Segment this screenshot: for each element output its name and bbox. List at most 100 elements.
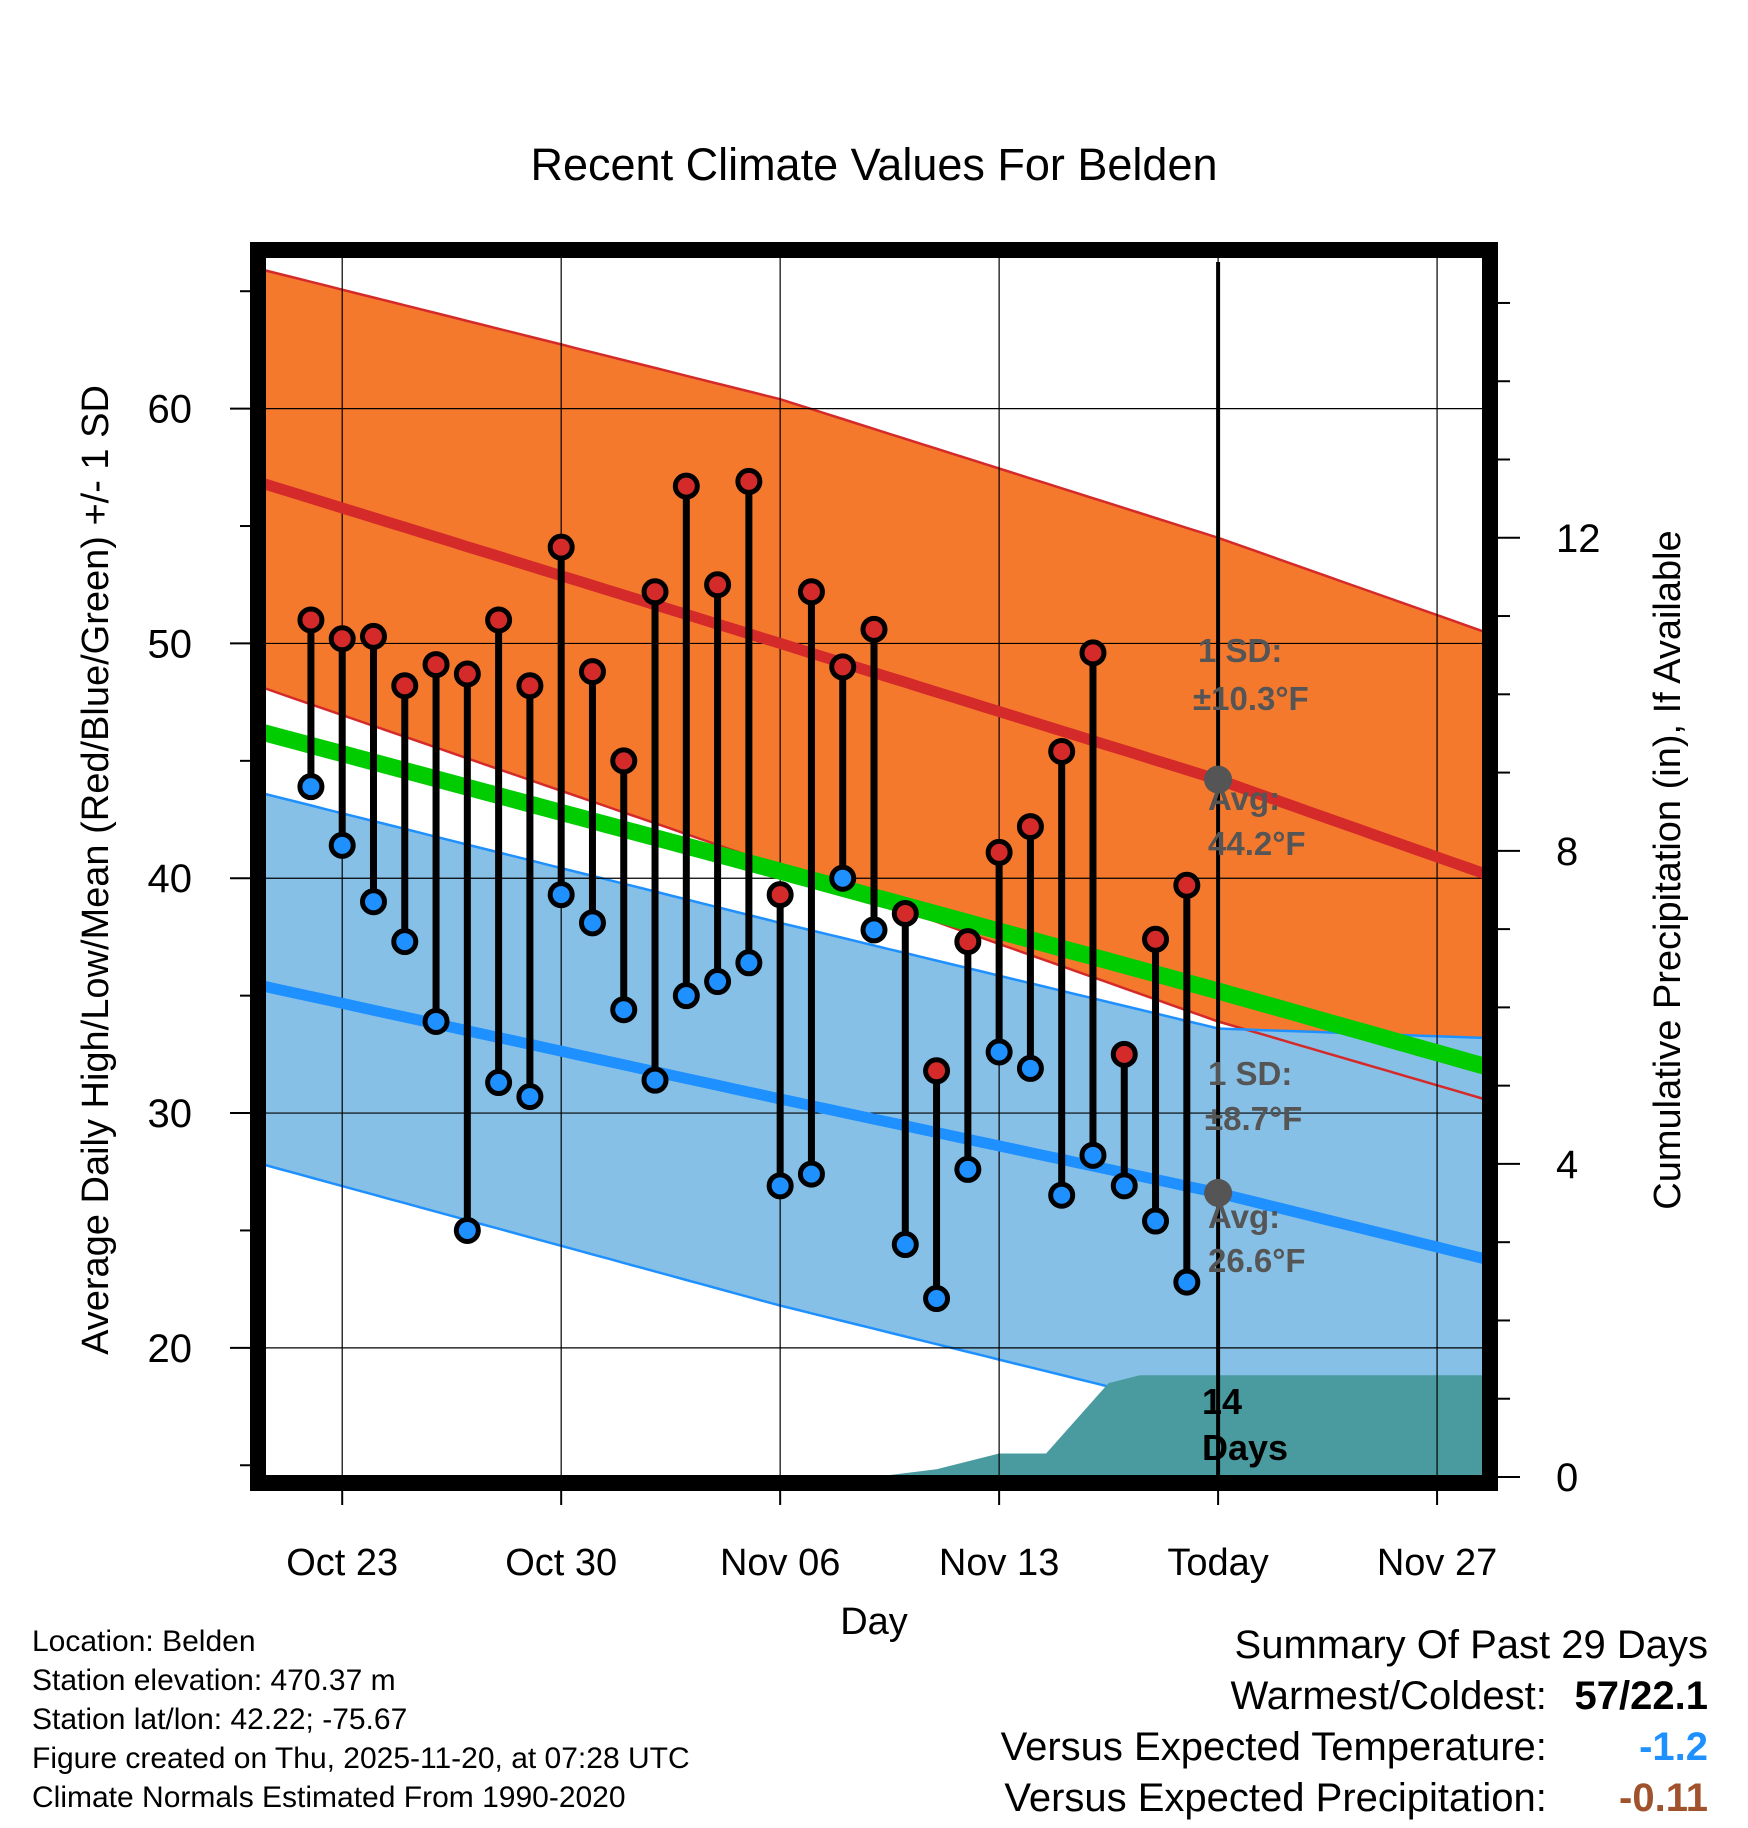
high-point-8	[516, 672, 544, 700]
low-point-4	[391, 928, 419, 956]
precip-fill	[264, 1375, 1484, 1477]
low-point-18	[829, 864, 857, 892]
yr-tick-label-2: 8	[1556, 830, 1578, 874]
low-point-29	[1173, 1268, 1201, 1296]
high-point-26	[1079, 639, 1107, 667]
low-point-11	[610, 996, 638, 1024]
high-upper-edge	[263, 268, 1485, 633]
high-sd-value: ±10.3°F	[1193, 680, 1309, 717]
high-point-7	[485, 606, 513, 634]
low-point-24	[1016, 1054, 1044, 1082]
precip-value: -0.11	[1619, 1776, 1708, 1820]
high-point-10	[578, 658, 606, 686]
low-avg-label: Avg:	[1208, 1198, 1280, 1235]
annotations: 1 SD: ±10.3°F Avg: 44.2°F 1 SD: ±8.7°F Avg: 26.…	[1193, 632, 1309, 1468]
high-point-13	[672, 472, 700, 500]
yr-tick-label-3: 12	[1556, 517, 1601, 561]
high-point-23	[985, 838, 1013, 866]
frame-border	[250, 242, 1498, 1491]
summary-title: Summary Of Past 29 Days	[1234, 1623, 1708, 1667]
x-tick-label-0: Oct 23	[286, 1542, 398, 1584]
low-point-16	[766, 1172, 794, 1200]
y-tick-label-0: 20	[148, 1327, 193, 1371]
high-point-19	[860, 615, 888, 643]
low-point-14	[704, 968, 732, 996]
x-tick-label-2: Nov 06	[720, 1542, 840, 1584]
low-point-6	[453, 1216, 481, 1244]
low-point-19	[860, 916, 888, 944]
low-point-1	[297, 773, 325, 801]
high-point-14	[704, 571, 732, 599]
high-point-12	[641, 578, 669, 606]
yr-tick-label-1: 4	[1556, 1143, 1578, 1187]
low-point-5	[422, 1007, 450, 1035]
summary-temp: Versus Expected Temperature: -1.2	[1001, 1722, 1708, 1773]
plot-frame	[250, 242, 1498, 1491]
x-tick-label-1: Oct 30	[505, 1542, 617, 1584]
yr-tick-label-0: 0	[1556, 1456, 1578, 1500]
low-point-17	[797, 1160, 825, 1188]
high-point-9	[547, 533, 575, 561]
high-point-25	[1048, 737, 1076, 765]
high-sd-label: 1 SD:	[1198, 632, 1282, 669]
high-point-4	[391, 672, 419, 700]
low-point-8	[516, 1083, 544, 1111]
y-axis-label: Average Daily High/Low/Mean (Red/Blue/Gr…	[75, 385, 117, 1355]
high-point-27	[1110, 1040, 1138, 1068]
days-count: 14	[1202, 1381, 1242, 1422]
high-point-6	[453, 660, 481, 688]
low-point-26	[1079, 1141, 1107, 1169]
high-point-1	[297, 606, 325, 634]
low-point-20	[891, 1231, 919, 1259]
high-point-11	[610, 747, 638, 775]
high-point-15	[735, 467, 763, 495]
low-point-9	[547, 881, 575, 909]
high-point-28	[1142, 925, 1170, 953]
summary-warm-cold: Warmest/Coldest: 57/22.1	[1001, 1671, 1709, 1722]
x-tick-label-3: Nov 13	[939, 1542, 1059, 1584]
high-avg-label: Avg:	[1208, 780, 1280, 817]
low-point-27	[1110, 1172, 1138, 1200]
summary-precip: Versus Expected Precipitation: -0.11	[1001, 1773, 1708, 1824]
warm-cold-label: Warmest/Coldest:	[1230, 1674, 1547, 1718]
latlon-text: Station lat/lon: 42.22; -75.67	[32, 1703, 408, 1736]
low-point-28	[1142, 1207, 1170, 1235]
x-tick-label-4: Today	[1167, 1542, 1268, 1584]
high-point-22	[954, 928, 982, 956]
low-sd-label: 1 SD:	[1208, 1055, 1292, 1092]
low-point-2	[328, 831, 356, 859]
temp-label: Versus Expected Temperature:	[1000, 1725, 1547, 1769]
low-point-15	[735, 949, 763, 977]
low-point-22	[954, 1155, 982, 1183]
high-point-3	[359, 622, 387, 650]
precipitation-area	[264, 1375, 1484, 1477]
high-avg-value: 44.2°F	[1208, 825, 1306, 862]
high-point-20	[891, 899, 919, 927]
x-tick-label-5: Nov 27	[1377, 1542, 1497, 1584]
low-point-7	[485, 1069, 513, 1097]
high-point-2	[328, 625, 356, 653]
low-point-25	[1048, 1181, 1076, 1209]
high-point-29	[1173, 871, 1201, 899]
low-point-12	[641, 1066, 669, 1094]
low-point-23	[985, 1038, 1013, 1066]
axes: Oct 23 Oct 30 Nov 06 Nov 13 Today Nov 27 20 30 4…	[148, 290, 1601, 1584]
y-tick-label-3: 50	[148, 622, 193, 666]
chart-title: Recent Climate Values For Belden	[531, 139, 1218, 190]
y-tick-label-4: 60	[148, 388, 193, 432]
y-tick-label-2: 40	[148, 857, 193, 901]
created-text: Figure created on Thu, 2025-11-20, at 07…	[32, 1742, 690, 1775]
elevation-text: Station elevation: 470.37 m	[32, 1664, 396, 1697]
temp-value: -1.2	[1639, 1725, 1708, 1769]
precip-label: Versus Expected Precipitation:	[1004, 1776, 1547, 1820]
x-axis-label: Day	[840, 1601, 908, 1643]
low-point-3	[359, 888, 387, 916]
today-marker	[1204, 262, 1233, 1477]
location-text: Location: Belden	[32, 1625, 256, 1658]
low-point-10	[578, 909, 606, 937]
normals-text: Climate Normals Estimated From 1990-2020	[32, 1781, 626, 1814]
today-low-avg-dot	[1204, 1178, 1233, 1207]
low-point-13	[672, 982, 700, 1010]
warm-cold-value: 57/22.1	[1574, 1674, 1708, 1718]
